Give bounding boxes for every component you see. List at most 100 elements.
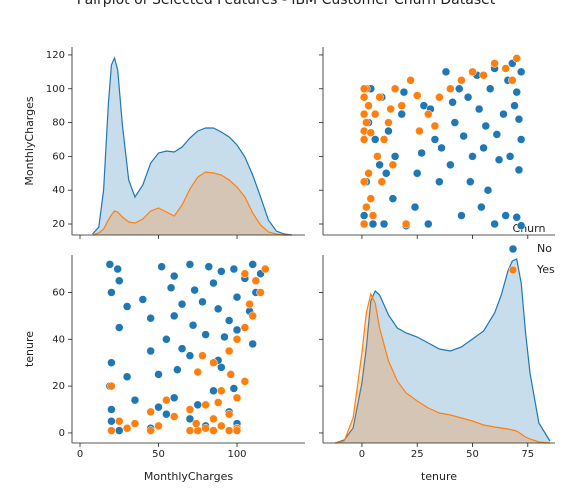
- scatter-point: [435, 177, 444, 186]
- y-tick-label: 40: [52, 334, 65, 345]
- scatter-point: [251, 276, 261, 286]
- scatter-point: [169, 311, 179, 321]
- scatter-point: [448, 98, 457, 107]
- scatter-point: [516, 67, 526, 77]
- scatter-point: [364, 101, 373, 110]
- scatter-point: [512, 212, 521, 222]
- scatter-point: [209, 278, 218, 288]
- scatter-point: [490, 59, 499, 68]
- scatter-point: [107, 381, 116, 391]
- scatter-point: [477, 202, 486, 212]
- scatter-point: [412, 91, 422, 100]
- x-axis-label: MonthlyCharges: [144, 470, 234, 483]
- scatter-point: [113, 264, 122, 274]
- scatter-point: [479, 143, 488, 153]
- scatter-point: [146, 407, 155, 417]
- scatter-point: [220, 332, 229, 342]
- scatter-point: [232, 393, 242, 403]
- legend-marker: [508, 244, 518, 254]
- scatter-point: [188, 320, 198, 330]
- scatter-point: [107, 358, 116, 367]
- kde-fill: [92, 58, 292, 235]
- scatter-point: [185, 260, 195, 269]
- scatter-point: [410, 202, 420, 212]
- scatter-point: [232, 426, 242, 435]
- scatter-point: [399, 87, 409, 97]
- scatter-point: [430, 135, 440, 144]
- scatter-point: [424, 109, 433, 119]
- scatter-point: [107, 426, 116, 435]
- scatter-point: [154, 370, 163, 379]
- scatter-point: [217, 386, 226, 396]
- y-tick-label: 60: [52, 151, 65, 162]
- scatter-point: [166, 283, 176, 293]
- scatter-point: [466, 177, 475, 186]
- x-tick-label: 50: [466, 449, 479, 460]
- y-tick-label: 0: [59, 428, 65, 439]
- x-tick-label: 75: [521, 449, 534, 460]
- scatter-point: [229, 384, 239, 393]
- scatter-point: [468, 67, 477, 77]
- x-tick-label: 50: [152, 449, 165, 460]
- scatter-point: [505, 152, 515, 161]
- scatter-point: [224, 426, 234, 435]
- scatter-point: [185, 351, 195, 360]
- y-tick-label: 20: [52, 381, 65, 392]
- scatter-point: [232, 325, 242, 335]
- scatter-point: [415, 126, 424, 136]
- kde-line: [92, 171, 292, 236]
- scatter-point: [177, 299, 187, 309]
- scatter-point: [419, 101, 429, 110]
- scatter-point: [229, 264, 239, 274]
- scatter-point: [454, 84, 464, 94]
- scatter-point: [446, 160, 455, 170]
- scatter-point: [173, 365, 182, 374]
- scatter-point: [430, 121, 440, 131]
- scatter-point: [379, 135, 389, 144]
- scatter-point: [122, 372, 132, 381]
- scatter-point: [201, 400, 210, 410]
- scatter-point: [450, 118, 460, 127]
- scatter-point: [435, 92, 444, 102]
- scatter-point: [384, 126, 393, 136]
- scatter-point: [213, 398, 223, 407]
- y-tick-label: 100: [46, 84, 65, 95]
- scatter-point: [122, 424, 132, 433]
- scatter-point: [368, 211, 378, 220]
- y-tick-label: 60: [52, 287, 65, 298]
- scatter-point: [468, 152, 477, 161]
- scatter-point: [193, 400, 203, 410]
- scatter-point: [485, 84, 495, 94]
- scatter-point: [169, 271, 179, 281]
- scatter-point: [217, 421, 226, 431]
- scatter-point: [193, 426, 203, 435]
- scatter-point: [359, 109, 369, 119]
- scatter-point: [501, 211, 510, 220]
- scatter-point: [256, 288, 265, 297]
- scatter-point: [115, 276, 124, 286]
- scatter-point: [209, 358, 218, 367]
- scatter-point: [169, 412, 179, 421]
- scatter-point: [406, 76, 415, 85]
- scatter-point: [162, 335, 171, 344]
- panel: [319, 47, 555, 239]
- scatter-point: [459, 131, 468, 141]
- chart-title: Pairplot of Selected Features - IBM Cust…: [77, 0, 496, 8]
- scatter-point: [359, 211, 369, 220]
- kde-fill: [335, 259, 550, 443]
- scatter-point: [359, 177, 369, 186]
- scatter-point: [107, 288, 116, 297]
- scatter-point: [401, 219, 411, 229]
- kde-fill: [335, 294, 550, 443]
- scatter-point: [510, 101, 519, 110]
- scatter-point: [390, 84, 400, 94]
- legend-label: No: [537, 242, 552, 255]
- scatter-point: [122, 302, 132, 311]
- scatter-point: [362, 202, 371, 212]
- scatter-point: [512, 54, 521, 63]
- scatter-point: [193, 367, 203, 377]
- scatter-point: [373, 152, 382, 161]
- scatter-point: [261, 264, 270, 274]
- scatter-point: [107, 416, 116, 426]
- x-tick-label: 0: [359, 449, 365, 460]
